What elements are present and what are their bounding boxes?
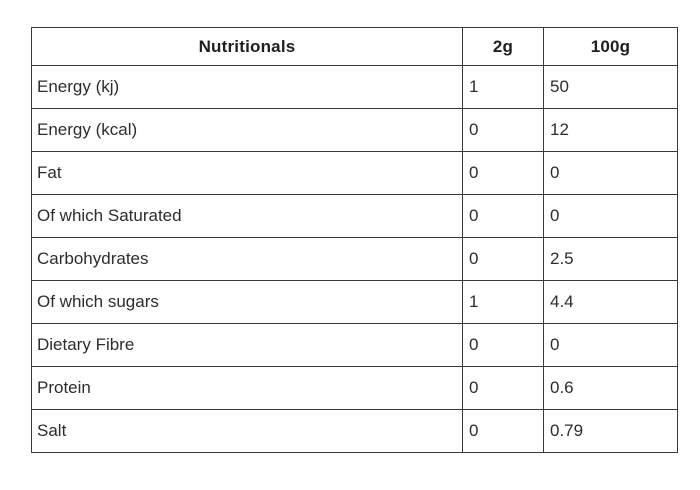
- table-row: Fat 0 0: [31, 151, 678, 195]
- value-100g: 0.6: [543, 366, 678, 410]
- value-100g: 0: [543, 194, 678, 238]
- table-row: Carbohydrates 0 2.5: [31, 237, 678, 281]
- row-label: Carbohydrates: [31, 237, 463, 281]
- value-100g: 12: [543, 108, 678, 152]
- row-label: Energy (kcal): [31, 108, 463, 152]
- nutrition-table-container: Nutritionals 2g 100g Energy (kj) 1 50 En…: [31, 27, 678, 453]
- table-row: Salt 0 0.79: [31, 409, 678, 453]
- header-100g: 100g: [543, 27, 678, 66]
- value-2g: 0: [462, 366, 544, 410]
- header-2g: 2g: [462, 27, 544, 66]
- value-100g: 4.4: [543, 280, 678, 324]
- value-100g: 2.5: [543, 237, 678, 281]
- table-row: Energy (kj) 1 50: [31, 65, 678, 109]
- row-label: Salt: [31, 409, 463, 453]
- header-nutritionals: Nutritionals: [31, 27, 463, 66]
- value-100g: 0: [543, 323, 678, 367]
- table-header-row: Nutritionals 2g 100g: [31, 27, 678, 66]
- row-label: Of which sugars: [31, 280, 463, 324]
- row-label: Of which Saturated: [31, 194, 463, 238]
- row-label: Fat: [31, 151, 463, 195]
- value-2g: 0: [462, 237, 544, 281]
- row-label: Protein: [31, 366, 463, 410]
- row-label: Energy (kj): [31, 65, 463, 109]
- table-row: Energy (kcal) 0 12: [31, 108, 678, 152]
- value-100g: 0.79: [543, 409, 678, 453]
- value-2g: 1: [462, 280, 544, 324]
- nutrition-table: Nutritionals 2g 100g Energy (kj) 1 50 En…: [31, 27, 678, 453]
- value-100g: 50: [543, 65, 678, 109]
- table-row: Dietary Fibre 0 0: [31, 323, 678, 367]
- value-2g: 1: [462, 65, 544, 109]
- value-2g: 0: [462, 323, 544, 367]
- value-2g: 0: [462, 409, 544, 453]
- value-2g: 0: [462, 151, 544, 195]
- value-2g: 0: [462, 108, 544, 152]
- table-row: Of which sugars 1 4.4: [31, 280, 678, 324]
- value-100g: 0: [543, 151, 678, 195]
- table-row: Protein 0 0.6: [31, 366, 678, 410]
- table-row: Of which Saturated 0 0: [31, 194, 678, 238]
- row-label: Dietary Fibre: [31, 323, 463, 367]
- value-2g: 0: [462, 194, 544, 238]
